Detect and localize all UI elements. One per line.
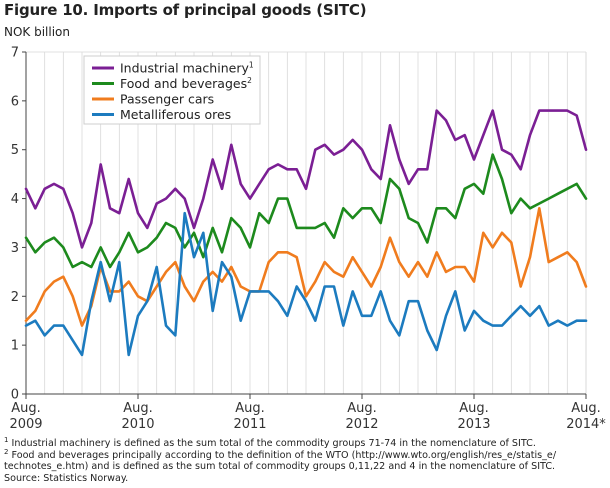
x-tick-label-month: Aug. <box>11 401 41 416</box>
y-tick-label: 5 <box>11 143 19 158</box>
y-tick-label: 7 <box>11 46 19 61</box>
legend-footnote-marker: 1 <box>249 61 254 70</box>
y-tick-label: 6 <box>11 94 19 109</box>
series-line-industrial-machinery <box>24 109 588 249</box>
x-tick-label-month: Aug. <box>459 401 489 416</box>
line-chart: 01234567Aug.2009Aug.2010Aug.2011Aug.2012… <box>9 46 606 433</box>
footnotes: 1 Industrial machinery is defined as the… <box>4 435 604 484</box>
footnote-1-marker: 1 <box>4 435 9 444</box>
x-tick-label-month: Aug. <box>235 401 265 416</box>
y-tick-label: 1 <box>11 339 19 354</box>
figure-title: Figure 10. Imports of principal goods (S… <box>4 1 367 19</box>
y-tick-label: 2 <box>11 290 19 305</box>
footnote-1: 1 Industrial machinery is defined as the… <box>4 435 604 450</box>
footnote-2-continued: technotes_e.htm) and is defined as the s… <box>4 461 556 472</box>
y-tick-label: 0 <box>11 388 19 403</box>
footnote-2: 2 Food and beverages principally accordi… <box>4 447 604 462</box>
y-tick-label: 3 <box>11 241 19 256</box>
series-line-metalliferous-ores <box>24 211 588 357</box>
source-note: Source: Statistics Norway. <box>4 472 129 484</box>
x-tick-label-year: 2010 <box>121 417 154 432</box>
x-tick-label-year: 2012 <box>345 417 378 432</box>
legend-footnote-marker: 2 <box>247 76 252 85</box>
y-tick-label: 4 <box>11 192 19 207</box>
x-tick-label-year: 2014* <box>566 417 606 432</box>
x-tick-label-month: Aug. <box>123 401 153 416</box>
x-tick-label-month: Aug. <box>347 401 377 416</box>
x-tick-label-year: 2011 <box>233 417 266 432</box>
x-tick-label-month: Aug. <box>571 401 601 416</box>
series-line-food-and-beverages <box>24 153 588 269</box>
legend-label-passenger-cars: Passenger cars <box>120 92 214 107</box>
legend-label-metalliferous-ores: Metalliferous ores <box>120 107 231 122</box>
footnote-1-text: Industrial machinery is defined as the s… <box>8 438 536 449</box>
x-tick-label-year: 2013 <box>457 417 490 432</box>
legend-label-food-and-beverages: Food and beverages2 <box>120 76 252 91</box>
series-line-passenger-cars <box>24 207 588 327</box>
footnote-2-text-line1: Food and beverages principally according… <box>8 449 557 461</box>
y-axis-unit-label: NOK billion <box>4 25 71 39</box>
footnote-2-marker: 2 <box>4 447 9 456</box>
series-layer <box>24 109 588 357</box>
legend-label-industrial-machinery: Industrial machinery1 <box>120 61 254 76</box>
x-tick-label-year: 2009 <box>9 417 42 432</box>
axis-layer: 01234567Aug.2009Aug.2010Aug.2011Aug.2012… <box>9 46 606 433</box>
